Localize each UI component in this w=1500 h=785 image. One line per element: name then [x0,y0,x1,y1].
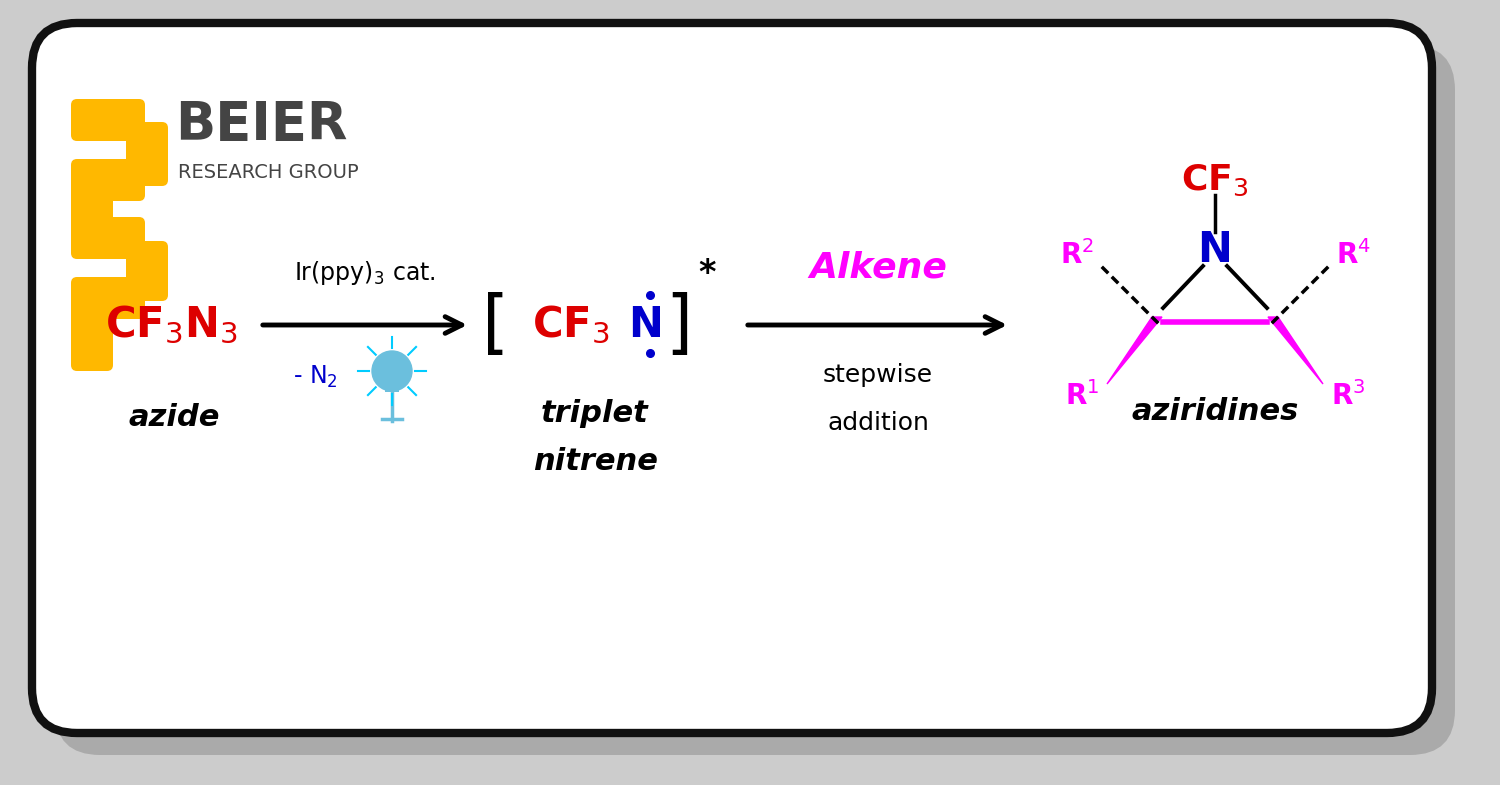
FancyBboxPatch shape [70,99,146,141]
Text: ]: ] [664,291,692,359]
Polygon shape [1107,317,1162,384]
Text: RESEARCH GROUP: RESEARCH GROUP [178,163,358,182]
Text: N: N [1197,229,1233,271]
FancyBboxPatch shape [126,241,168,301]
Text: aziridines: aziridines [1131,397,1299,426]
FancyBboxPatch shape [386,370,399,392]
Text: stepwise: stepwise [824,363,933,387]
Circle shape [372,351,413,391]
FancyBboxPatch shape [70,183,112,241]
FancyBboxPatch shape [32,23,1432,733]
Text: - N$_2$: - N$_2$ [292,364,338,390]
FancyBboxPatch shape [56,45,1455,755]
Text: R$^3$: R$^3$ [1330,381,1365,411]
Text: R$^2$: R$^2$ [1060,240,1094,270]
Text: R$^4$: R$^4$ [1336,240,1371,270]
Text: CF$_3$: CF$_3$ [532,304,609,346]
Text: Ir(ppy)$_3$ cat.: Ir(ppy)$_3$ cat. [294,259,436,287]
Text: triplet: triplet [542,399,650,428]
Text: addition: addition [827,411,928,435]
Text: Alkene: Alkene [808,250,946,284]
Text: BEIER: BEIER [176,99,348,151]
FancyBboxPatch shape [70,301,112,371]
Text: [: [ [482,291,508,359]
FancyBboxPatch shape [70,159,146,201]
Text: nitrene: nitrene [532,447,657,476]
Text: N: N [628,304,663,346]
Text: R$^1$: R$^1$ [1065,381,1100,411]
Text: azide: azide [128,403,219,432]
Text: CF$_3$N$_3$: CF$_3$N$_3$ [105,304,237,346]
Text: *: * [698,257,715,290]
Text: CF$_3$: CF$_3$ [1180,162,1250,198]
FancyBboxPatch shape [70,277,146,319]
FancyBboxPatch shape [70,217,146,259]
FancyBboxPatch shape [126,122,168,186]
Polygon shape [1268,317,1323,384]
